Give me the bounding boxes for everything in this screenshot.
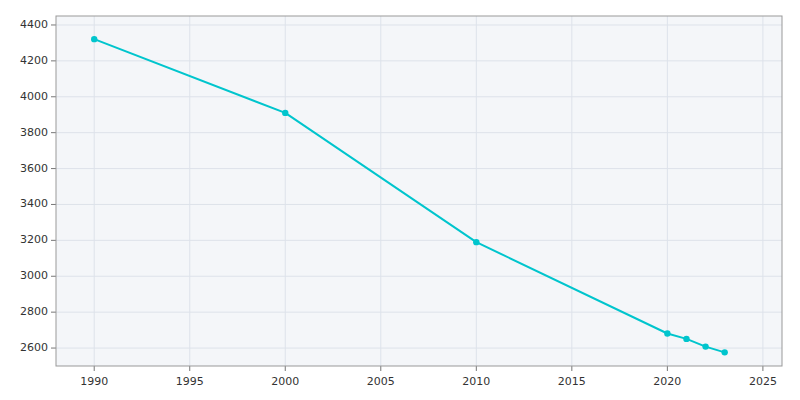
y-grid-line (56, 60, 782, 61)
x-tick (667, 366, 668, 371)
x-tick-label: 2000 (271, 375, 299, 388)
x-tick (380, 366, 381, 371)
plot-area (56, 16, 782, 366)
y-tick-label: 3800 (20, 126, 48, 139)
x-tick (94, 366, 95, 371)
x-grid-line (189, 16, 190, 366)
y-grid-line (56, 312, 782, 313)
y-grid-line (56, 24, 782, 25)
y-tick (51, 204, 56, 205)
point (683, 336, 689, 342)
point (91, 36, 97, 42)
x-grid-line (667, 16, 668, 366)
y-tick (51, 168, 56, 169)
x-tick-label: 1995 (176, 375, 204, 388)
y-grid-line (56, 96, 782, 97)
x-tick-label: 2020 (653, 375, 681, 388)
y-tick (51, 276, 56, 277)
point (721, 349, 727, 355)
y-tick (51, 240, 56, 241)
x-tick-label: 2005 (367, 375, 395, 388)
y-tick-label: 2800 (20, 305, 48, 318)
y-tick (51, 24, 56, 25)
y-tick-label: 4000 (20, 90, 48, 103)
y-tick-label: 3600 (20, 162, 48, 175)
x-grid-line (94, 16, 95, 366)
x-grid-line (285, 16, 286, 366)
y-grid-line (56, 132, 782, 133)
x-tick-label: 2025 (749, 375, 777, 388)
point (664, 330, 670, 336)
x-grid-line (380, 16, 381, 366)
point (282, 110, 288, 116)
y-grid-line (56, 168, 782, 169)
x-tick (189, 366, 190, 371)
y-tick-label: 3000 (20, 269, 48, 282)
y-tick (51, 96, 56, 97)
grid (56, 16, 782, 366)
point (473, 239, 479, 245)
y-tick (51, 132, 56, 133)
y-tick-label: 2600 (20, 341, 48, 354)
chart: 2600 2800 3000 3200 3400 3600 3800 4000 4200 4400… (0, 0, 800, 400)
x-tick-label: 2015 (558, 375, 586, 388)
x-grid-line (476, 16, 477, 366)
y-tick-label: 4400 (20, 18, 48, 31)
y-tick (51, 312, 56, 313)
point (702, 343, 708, 349)
series (91, 36, 728, 356)
x-tick-label: 2010 (462, 375, 490, 388)
y-grid-line (56, 240, 782, 241)
y-tick (51, 348, 56, 349)
y-tick-label: 4200 (20, 54, 48, 67)
x-grid-line (571, 16, 572, 366)
y-grid-line (56, 348, 782, 349)
plot-frame (56, 16, 782, 366)
y-tick-label: 3400 (20, 197, 48, 210)
y-tick (51, 60, 56, 61)
line (94, 39, 724, 352)
x-tick (571, 366, 572, 371)
x-tick (476, 366, 477, 371)
x-tick (285, 366, 286, 371)
axes: 2600 2800 3000 3200 3400 3600 3800 4000 4200 4400… (20, 16, 782, 388)
x-tick-label: 1990 (80, 375, 108, 388)
y-tick-label: 3200 (20, 233, 48, 246)
y-grid-line (56, 276, 782, 277)
x-grid-line (762, 16, 763, 366)
x-tick (762, 366, 763, 371)
